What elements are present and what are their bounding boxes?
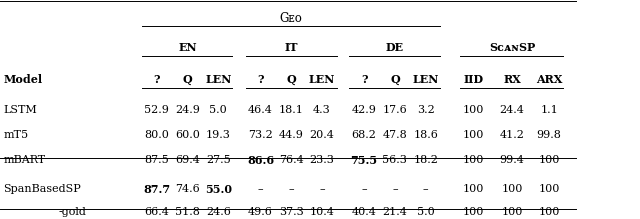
Text: Q: Q	[286, 74, 296, 85]
Text: 24.6: 24.6	[206, 207, 230, 217]
Text: 24.4: 24.4	[500, 105, 524, 115]
Text: 5.0: 5.0	[417, 207, 435, 217]
Text: 100: 100	[463, 184, 484, 194]
Text: 19.3: 19.3	[206, 130, 230, 140]
Text: 100: 100	[463, 105, 484, 115]
Text: 24.9: 24.9	[175, 105, 200, 115]
Text: mBART: mBART	[3, 155, 45, 166]
Text: 47.8: 47.8	[383, 130, 407, 140]
Text: LEN: LEN	[205, 74, 232, 85]
Text: 66.4: 66.4	[145, 207, 169, 217]
Text: 18.2: 18.2	[413, 155, 438, 166]
Text: 20.4: 20.4	[310, 130, 334, 140]
Text: 100: 100	[501, 184, 523, 194]
Text: 5.0: 5.0	[209, 105, 227, 115]
Text: 100: 100	[463, 207, 484, 217]
Text: 1.1: 1.1	[540, 105, 558, 115]
Text: 27.5: 27.5	[206, 155, 230, 166]
Text: 100: 100	[501, 207, 523, 217]
Text: 4.3: 4.3	[313, 105, 331, 115]
Text: 46.4: 46.4	[248, 105, 273, 115]
Text: 60.0: 60.0	[175, 130, 200, 140]
Text: 87.5: 87.5	[145, 155, 169, 166]
Text: 100: 100	[463, 155, 484, 166]
Text: 76.4: 76.4	[279, 155, 303, 166]
Text: 56.3: 56.3	[383, 155, 407, 166]
Text: 51.8: 51.8	[175, 207, 200, 217]
Text: 80.0: 80.0	[145, 130, 169, 140]
Text: 18.1: 18.1	[279, 105, 303, 115]
Text: 49.6: 49.6	[248, 207, 273, 217]
Text: 87.7: 87.7	[143, 184, 170, 195]
Text: 99.8: 99.8	[537, 130, 561, 140]
Text: –: –	[258, 184, 263, 194]
Text: 100: 100	[538, 184, 560, 194]
Text: Model: Model	[3, 74, 42, 85]
Text: 37.3: 37.3	[279, 207, 303, 217]
Text: mT5: mT5	[3, 130, 28, 140]
Text: 73.2: 73.2	[248, 130, 273, 140]
Text: 100: 100	[538, 207, 560, 217]
Text: ?: ?	[257, 74, 264, 85]
Text: SpanBasedSP: SpanBasedSP	[3, 184, 81, 194]
Text: 23.3: 23.3	[310, 155, 334, 166]
Text: ARX: ARX	[536, 74, 563, 85]
Text: SᴄᴀɴSP: SᴄᴀɴSP	[489, 42, 535, 53]
Text: 69.4: 69.4	[175, 155, 200, 166]
Text: 3.2: 3.2	[417, 105, 435, 115]
Text: 52.9: 52.9	[145, 105, 169, 115]
Text: -gold: -gold	[58, 207, 86, 217]
Text: IID: IID	[463, 74, 484, 85]
Text: 17.6: 17.6	[383, 105, 407, 115]
Text: 42.9: 42.9	[352, 105, 376, 115]
Text: LEN: LEN	[412, 74, 439, 85]
Text: ?: ?	[361, 74, 367, 85]
Text: 21.4: 21.4	[383, 207, 407, 217]
Text: 100: 100	[463, 130, 484, 140]
Text: LEN: LEN	[308, 74, 335, 85]
Text: 10.4: 10.4	[310, 207, 334, 217]
Text: Gᴇᴏ: Gᴇᴏ	[280, 12, 303, 25]
Text: IT: IT	[284, 42, 298, 53]
Text: 74.6: 74.6	[175, 184, 200, 194]
Text: –: –	[362, 184, 367, 194]
Text: LSTM: LSTM	[3, 105, 37, 115]
Text: 41.2: 41.2	[500, 130, 524, 140]
Text: 44.9: 44.9	[279, 130, 303, 140]
Text: 68.2: 68.2	[352, 130, 376, 140]
Text: 75.5: 75.5	[351, 155, 378, 166]
Text: 55.0: 55.0	[205, 184, 232, 195]
Text: 99.4: 99.4	[500, 155, 524, 166]
Text: 40.4: 40.4	[352, 207, 376, 217]
Text: –: –	[289, 184, 294, 194]
Text: ?: ?	[154, 74, 160, 85]
Text: RX: RX	[503, 74, 521, 85]
Text: –: –	[392, 184, 397, 194]
Text: 86.6: 86.6	[247, 155, 274, 166]
Text: –: –	[319, 184, 324, 194]
Text: DE: DE	[386, 42, 404, 53]
Text: Q: Q	[390, 74, 400, 85]
Text: 18.6: 18.6	[413, 130, 438, 140]
Text: –: –	[423, 184, 428, 194]
Text: 100: 100	[538, 155, 560, 166]
Text: Q: Q	[182, 74, 193, 85]
Text: EN: EN	[178, 42, 197, 53]
